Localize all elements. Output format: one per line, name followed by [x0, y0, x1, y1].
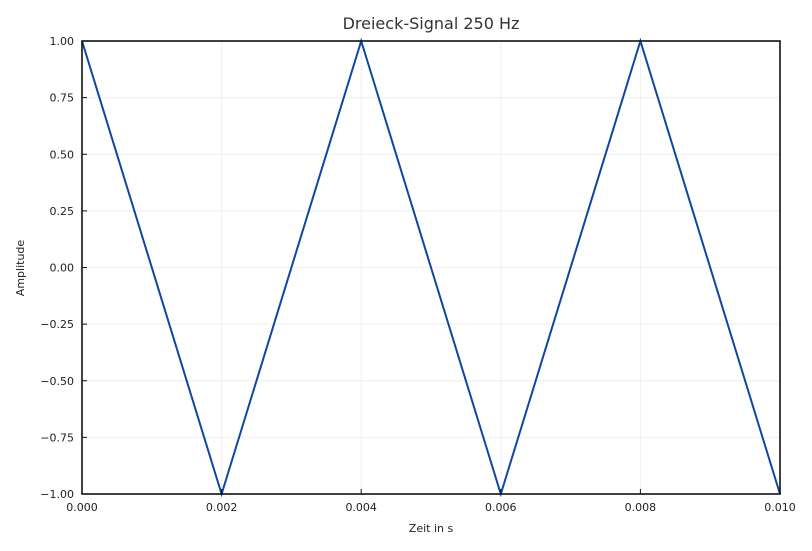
- series-layer: [81, 37, 781, 498]
- y-tick-label: −0.25: [40, 318, 74, 331]
- series-line: [81, 37, 781, 498]
- y-tick-label: 0.50: [50, 148, 75, 161]
- x-axis-label: Zeit in s: [409, 522, 454, 535]
- x-tick-label: 0.008: [625, 501, 657, 514]
- x-tick-labels: 0.000 0.002 0.004 0.006 0.008 0.010: [66, 501, 796, 514]
- x-tick-label: 0.006: [485, 501, 517, 514]
- chart-title: Dreieck-Signal 250 Hz: [343, 14, 520, 33]
- y-tick-label: 1.00: [50, 35, 75, 48]
- x-tick-label: 0.002: [206, 501, 238, 514]
- y-tick-label: 0.00: [50, 262, 75, 275]
- ticks: [81, 40, 781, 495]
- y-tick-label: 0.25: [50, 205, 75, 218]
- y-axis-label: Amplitude: [14, 240, 27, 297]
- x-tick-label: 0.010: [764, 501, 796, 514]
- y-tick-label: −0.50: [40, 375, 74, 388]
- y-tick-label: −0.75: [40, 431, 74, 444]
- x-tick-label: 0.000: [66, 501, 98, 514]
- y-tick-labels: 1.00 0.75 0.50 0.25 0.00 −0.25 −0.50 −0.75 −1.00: [40, 35, 74, 501]
- y-tick-label: −1.00: [40, 488, 74, 501]
- y-tick-label: 0.75: [50, 92, 75, 105]
- x-tick-label: 0.004: [345, 501, 377, 514]
